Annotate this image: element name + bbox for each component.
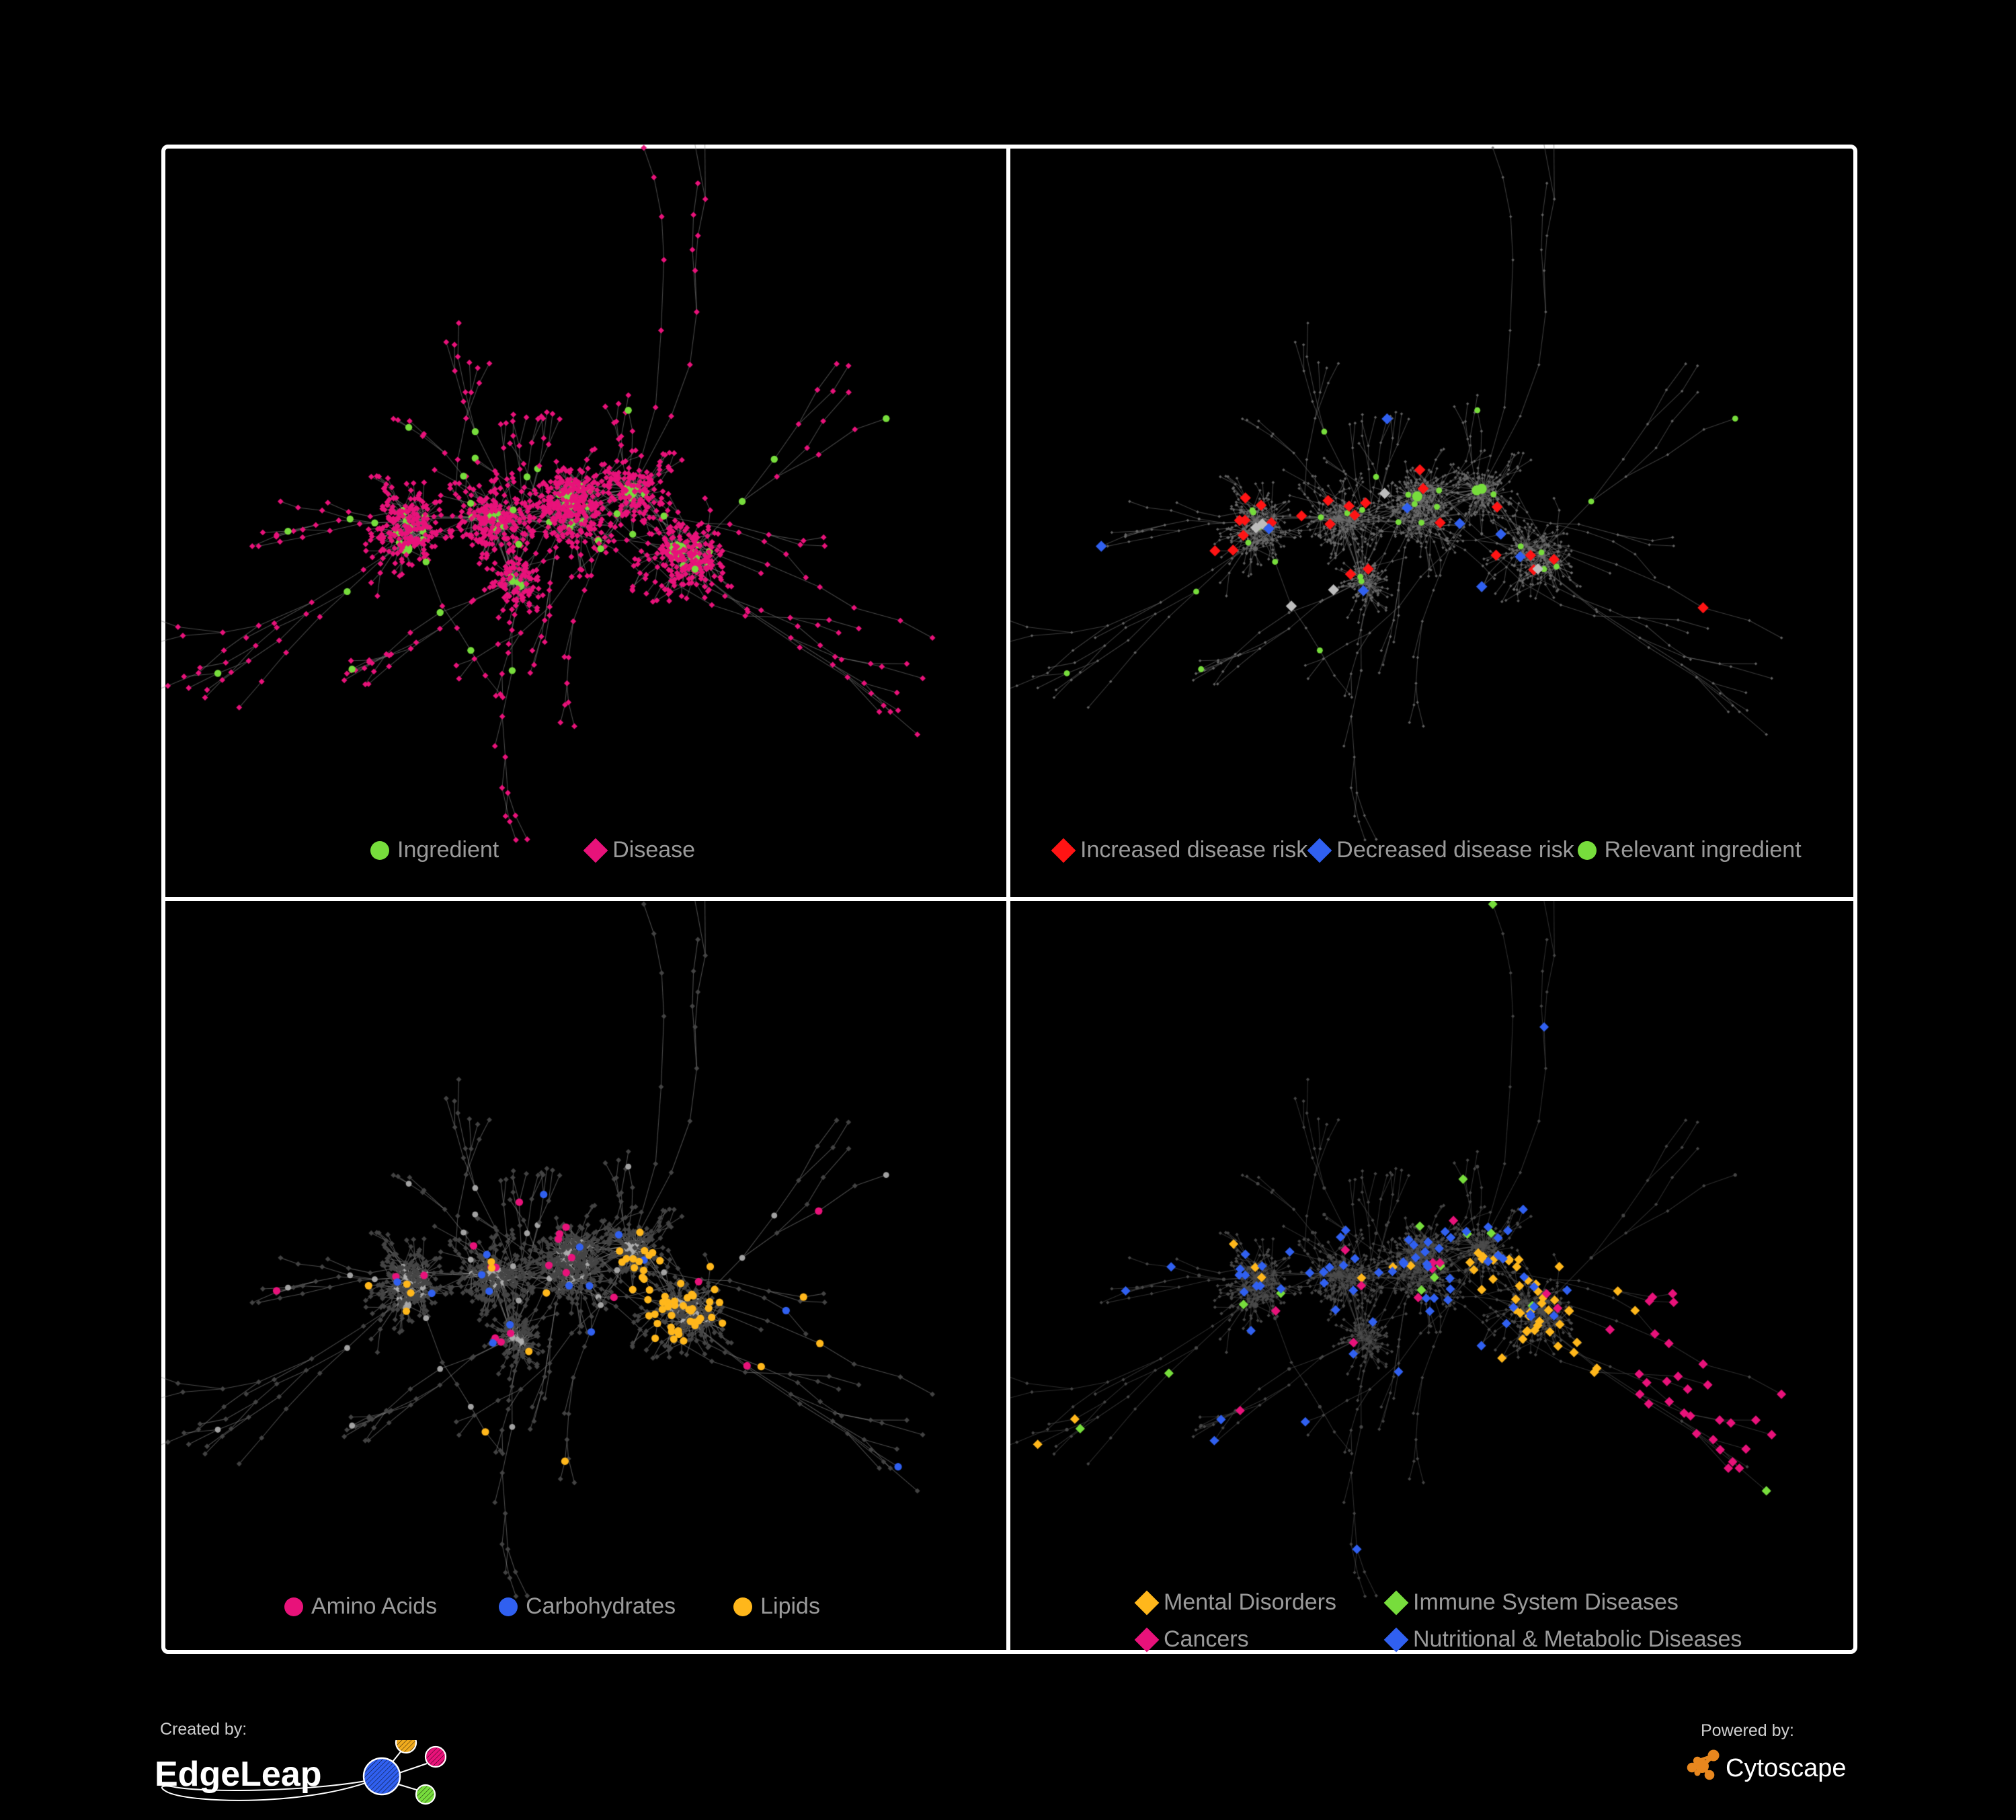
svg-text:EdgeLeap: EdgeLeap — [155, 1755, 322, 1794]
svg-text:Cytoscape: Cytoscape — [1726, 1754, 1847, 1782]
